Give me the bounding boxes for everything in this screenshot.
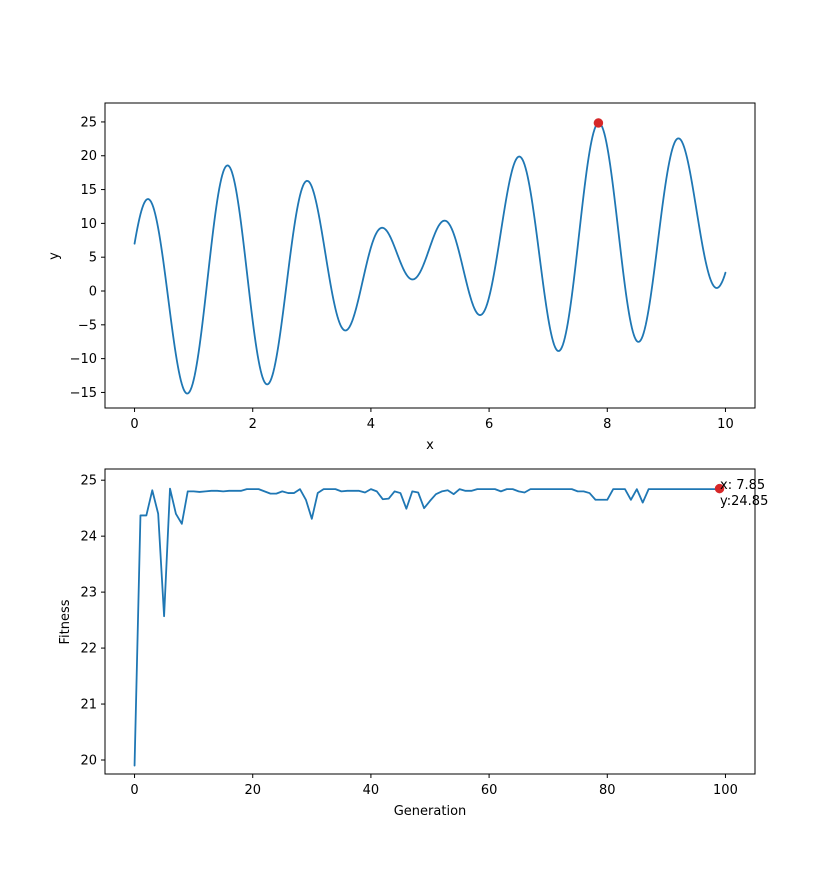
- top-plot-x-ticks: 0 2 4 6 8 10: [130, 408, 734, 432]
- top-plot-y-tick-label: 25: [80, 115, 97, 130]
- top-plot-y-tick-label: 20: [80, 149, 97, 164]
- top-plot-x-tick-label: 4: [367, 417, 375, 432]
- bottom-plot-y-ticks: 20 21 22 23 24 25: [80, 474, 105, 769]
- top-plot-x-tick-label: 8: [603, 417, 611, 432]
- top-plot-x-tick-label: 10: [717, 417, 734, 432]
- best-point-annotation-x: x: 7.85: [720, 478, 765, 493]
- top-plot-highlight-layer: [593, 118, 604, 128]
- bottom-plot-x-tick-label: 0: [130, 783, 138, 798]
- top-plot-series-line: [133, 122, 727, 395]
- top-plot: 0 2 4 6 8 10 −15 −10 −5 0 5 10 15 20 25 x y: [47, 102, 756, 453]
- top-plot-y-axis-label: y: [47, 252, 62, 260]
- bottom-plot-x-axis-label: Generation: [394, 804, 467, 819]
- bottom-plot-y-axis-label: Fitness: [58, 599, 73, 644]
- bottom-plot-frame: [104, 468, 756, 775]
- top-plot-frame: [104, 102, 756, 409]
- bottom-plot-y-tick-label: 22: [80, 642, 97, 657]
- bottom-plot-y-tick-label: 21: [80, 698, 97, 713]
- bottom-plot-y-tick-label: 20: [80, 754, 97, 769]
- bottom-plot-x-tick-label: 40: [363, 783, 380, 798]
- bottom-plot-series-layer: [133, 487, 721, 767]
- top-plot-series-layer: [133, 122, 727, 395]
- top-plot-x-tick-label: 6: [485, 417, 493, 432]
- top-plot-y-tick-label: 10: [80, 217, 97, 232]
- bottom-plot-y-tick-label: 23: [80, 586, 97, 601]
- top-plot-y-ticks: −15 −10 −5 0 5 10 15 20 25: [70, 115, 105, 401]
- best-point-annotation-y: y:24.85: [720, 494, 768, 509]
- bottom-plot-best-point-marker: [714, 483, 725, 494]
- top-plot-y-tick-label: 5: [89, 251, 97, 266]
- top-plot-x-tick-label: 2: [249, 417, 257, 432]
- top-plot-best-point-marker: [593, 118, 604, 128]
- bottom-plot-y-tick-label: 24: [80, 530, 97, 545]
- top-plot-y-tick-label: −10: [70, 352, 97, 367]
- top-plot-x-tick-label: 0: [130, 417, 138, 432]
- bottom-plot-x-tick-label: 80: [599, 783, 616, 798]
- top-plot-y-tick-label: −15: [70, 386, 97, 401]
- bottom-plot: 0 20 40 60 80 100 20 21 22 23 24 25 Generation Fit…: [58, 468, 768, 819]
- top-plot-y-tick-label: −5: [78, 318, 97, 333]
- bottom-plot-x-tick-label: 60: [481, 783, 498, 798]
- bottom-plot-y-tick-label: 25: [80, 474, 97, 489]
- bottom-plot-x-tick-label: 100: [713, 783, 738, 798]
- top-plot-y-tick-label: 0: [89, 285, 97, 300]
- bottom-plot-x-ticks: 0 20 40 60 80 100: [130, 774, 738, 798]
- bottom-plot-series-line: [133, 487, 721, 767]
- bottom-plot-highlight-layer: [714, 483, 725, 494]
- top-plot-y-tick-label: 15: [80, 183, 97, 198]
- top-plot-x-axis-label: x: [426, 438, 434, 453]
- bottom-plot-x-tick-label: 20: [244, 783, 261, 798]
